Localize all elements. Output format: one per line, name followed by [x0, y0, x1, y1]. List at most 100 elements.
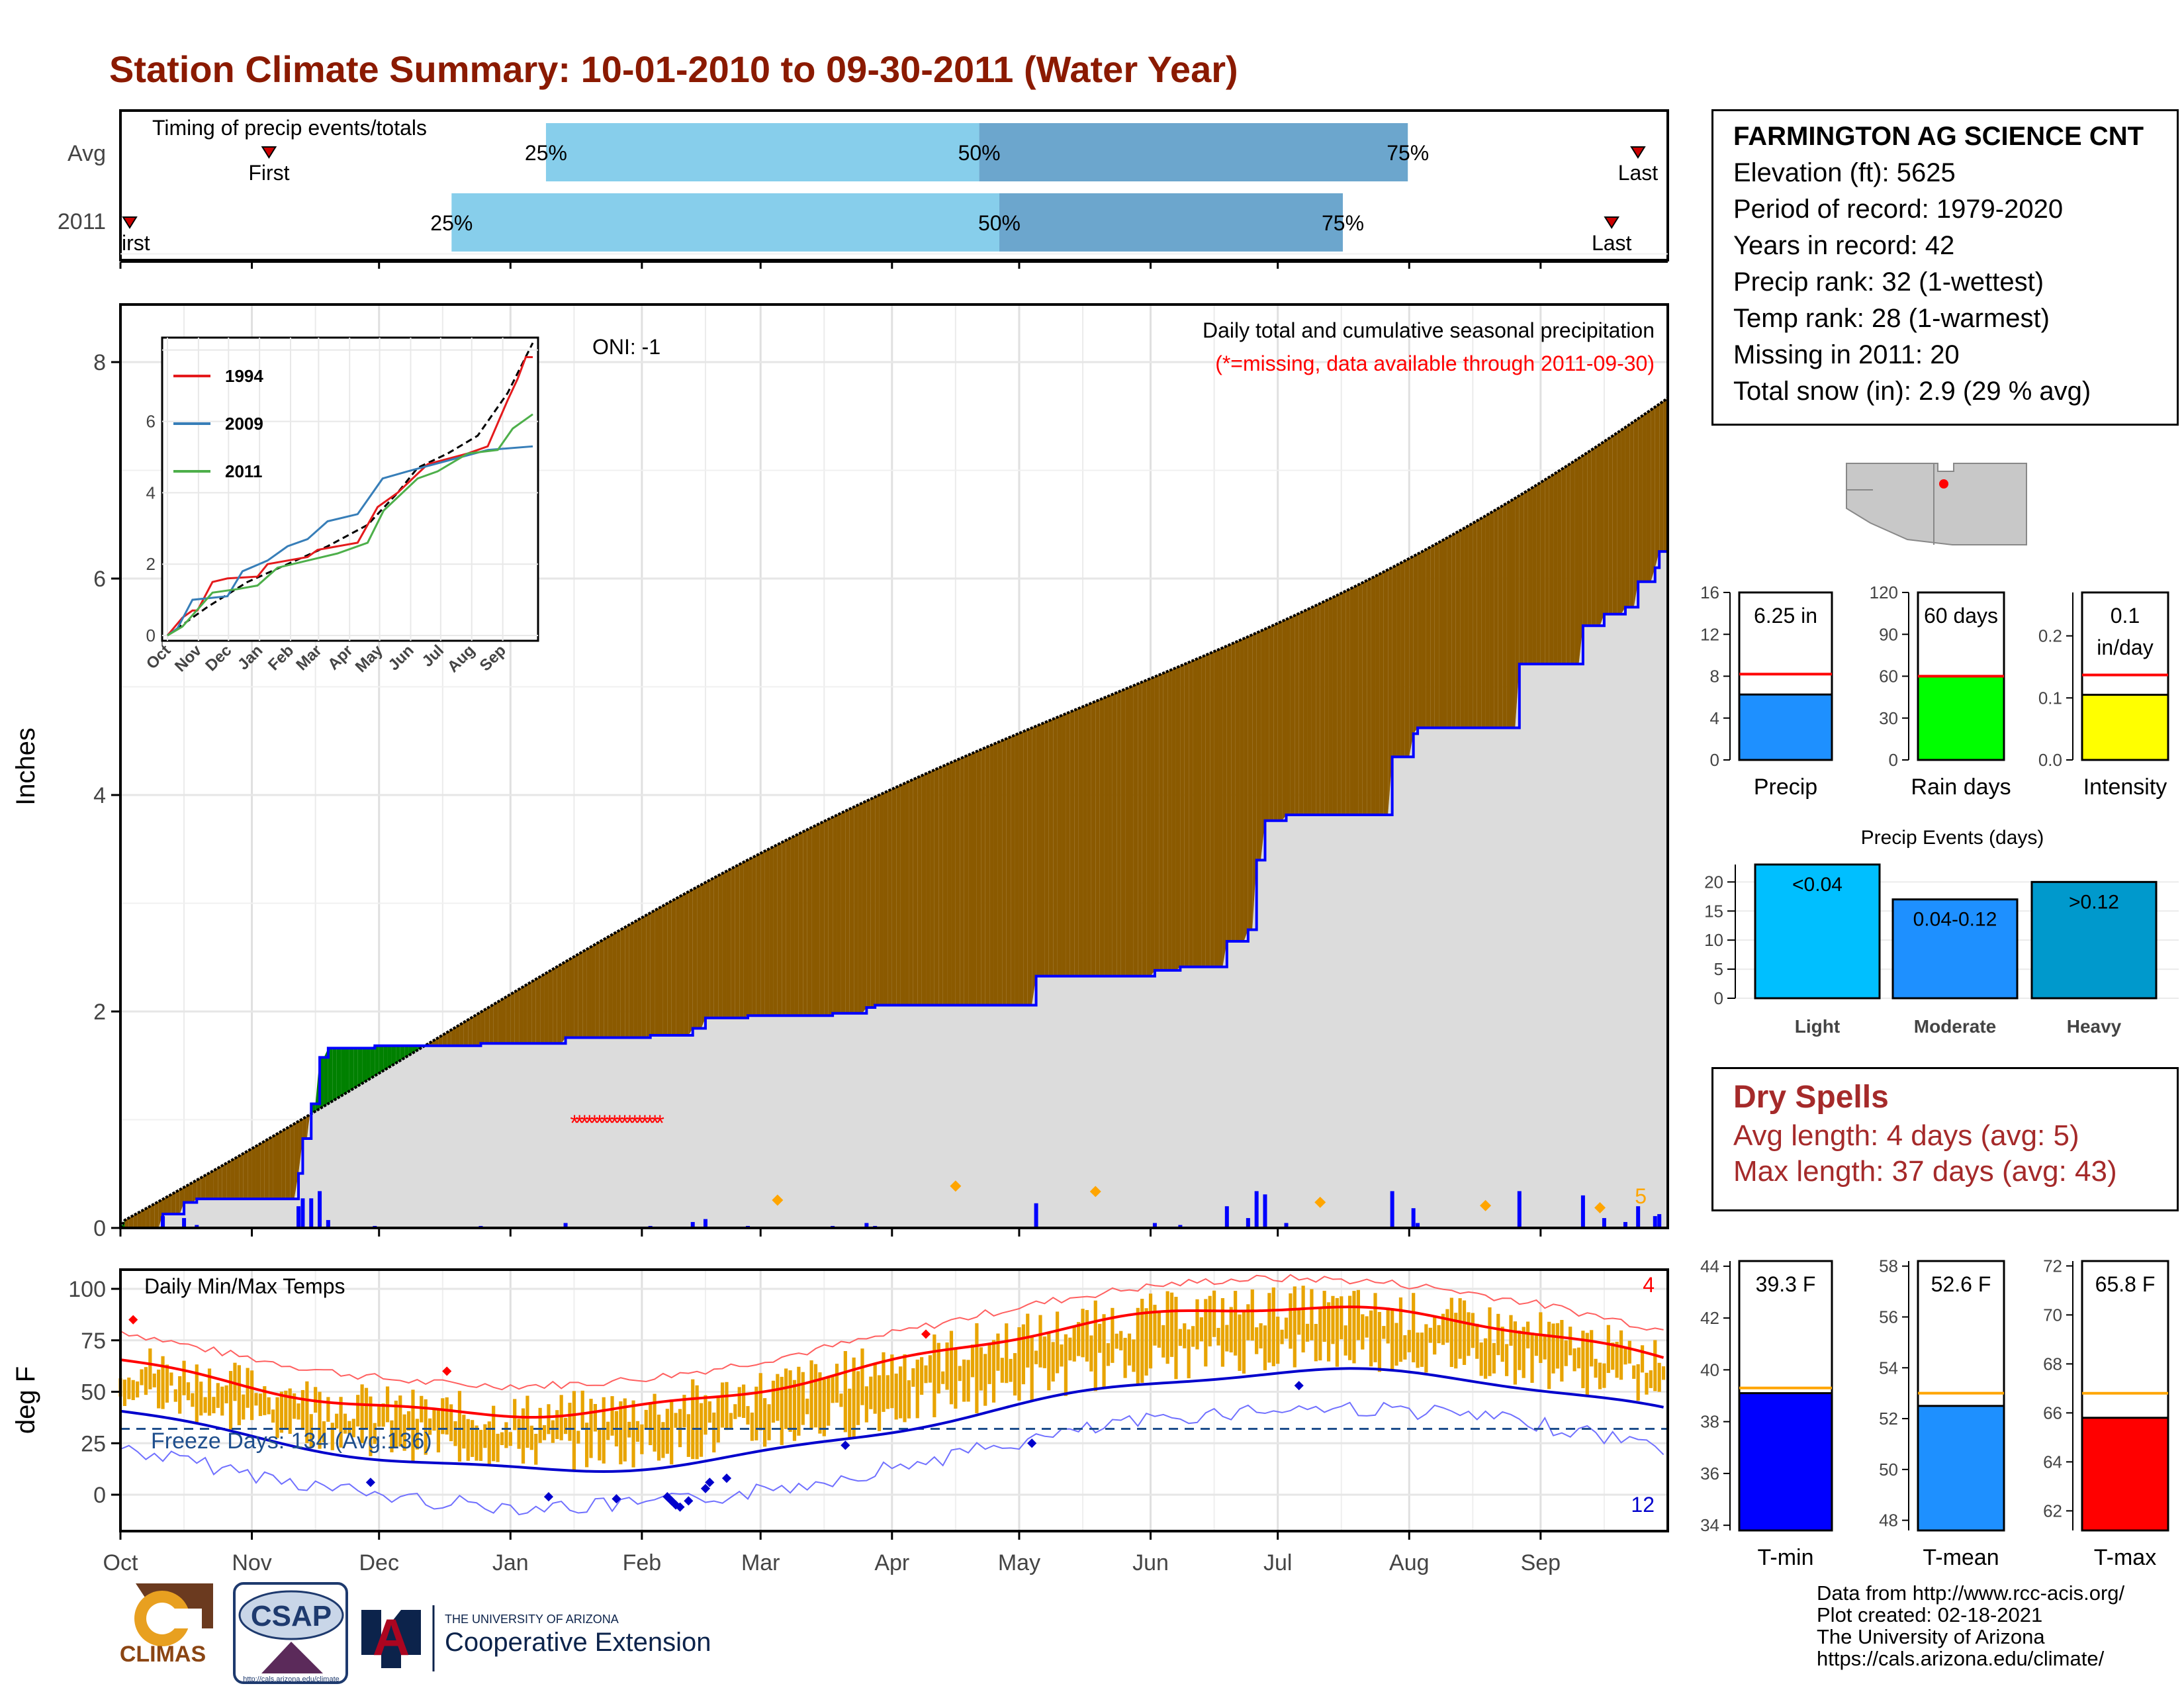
below-average-fill — [637, 917, 642, 1038]
below-average-fill — [1032, 726, 1036, 1006]
daily-temp-bar — [780, 1376, 784, 1445]
daily-temp-bar — [987, 1342, 991, 1384]
precip-ytick-label: 2 — [93, 1000, 106, 1025]
daily-temp-bar — [1034, 1350, 1038, 1364]
missing-data-marker: * — [635, 1111, 644, 1136]
below-average-fill — [1371, 576, 1376, 816]
below-average-fill — [604, 937, 608, 1038]
daily-temp-bar — [1534, 1334, 1539, 1356]
daily-temp-bar — [1183, 1323, 1187, 1348]
below-average-fill — [1328, 597, 1333, 816]
below-average-fill — [150, 1203, 155, 1228]
daily-temp-bar — [279, 1391, 284, 1433]
above-average-fill — [370, 1045, 375, 1079]
below-average-fill — [578, 951, 583, 1038]
below-average-fill — [934, 768, 939, 1006]
below-average-fill — [1087, 703, 1091, 976]
below-average-fill — [1506, 500, 1511, 728]
credit-source: Data from http://www.rcc-acis.org/ — [1817, 1581, 2125, 1605]
below-average-fill — [489, 1004, 494, 1044]
daily-temp-bar — [852, 1357, 856, 1437]
below-average-fill — [1078, 706, 1083, 976]
below-average-fill — [798, 831, 803, 1016]
above-average-fill — [362, 1048, 367, 1084]
daily-temp-bar — [228, 1371, 233, 1430]
inset-ytick-label: 0 — [146, 626, 156, 645]
below-average-fill — [1248, 634, 1253, 930]
daily-temp-bar — [1026, 1313, 1030, 1368]
month-label: Jan — [492, 1550, 529, 1575]
daily-precip-bar — [1152, 1223, 1157, 1228]
below-average-fill — [1261, 629, 1265, 861]
below-average-fill — [697, 884, 702, 1029]
below-average-fill — [620, 927, 625, 1038]
daily-precip-bar — [690, 1222, 695, 1228]
daily-temp-bar — [1598, 1362, 1602, 1389]
above-average-fill — [391, 1045, 396, 1066]
below-average-fill — [866, 798, 871, 1008]
daily-temp-bar — [1310, 1289, 1314, 1340]
above-average-fill — [332, 1048, 337, 1102]
daily-temp-bar — [216, 1383, 220, 1408]
intensity-ytick-label: 0.1 — [2038, 688, 2062, 708]
below-average-fill — [1091, 701, 1096, 976]
below-average-fill — [1532, 485, 1537, 665]
ua-logo-letter: A — [373, 1608, 410, 1666]
below-average-fill — [752, 855, 756, 1016]
below-average-fill — [625, 925, 629, 1038]
below-average-fill — [764, 849, 770, 1016]
daily-temp-bar — [471, 1420, 475, 1457]
below-average-fill — [239, 1153, 244, 1199]
daily-temp-bar — [1234, 1291, 1238, 1356]
below-average-fill — [1345, 588, 1350, 816]
daily-temp-bar — [657, 1415, 661, 1461]
daily-temp-bar — [920, 1357, 924, 1395]
below-average-fill — [1600, 441, 1604, 626]
daily-temp-bar — [903, 1354, 907, 1423]
daily-temp-bar — [1632, 1365, 1636, 1379]
below-average-fill — [430, 1040, 435, 1046]
below-average-fill — [1426, 547, 1431, 728]
daily-temp-bar — [542, 1425, 547, 1440]
temp-count-bottom: 12 — [1631, 1493, 1655, 1517]
below-average-fill — [1574, 458, 1579, 665]
above-average-fill — [387, 1045, 392, 1068]
daily-temp-bar — [1555, 1323, 1560, 1369]
below-average-fill — [662, 903, 668, 1036]
below-average-fill — [828, 817, 833, 1016]
average-max-temp-line — [120, 1305, 1664, 1419]
tmax-ytick-label: 62 — [2043, 1501, 2062, 1521]
daily-temp-bar — [1335, 1297, 1339, 1367]
timing-pct-label: 75% — [1322, 211, 1364, 235]
daily-temp-bar — [237, 1365, 241, 1426]
dry-spells-title: Dry Spells — [1733, 1080, 1889, 1115]
daily-temp-bar — [831, 1376, 835, 1403]
below-average-fill — [498, 999, 502, 1044]
daily-temp-bar — [670, 1399, 674, 1465]
events-bar-label: 0.04-0.12 — [1913, 909, 1997, 931]
daily-temp-bar — [1522, 1327, 1525, 1378]
daily-temp-bar — [1263, 1325, 1267, 1370]
daily-temp-bar — [1331, 1295, 1335, 1344]
snow-marker — [772, 1194, 784, 1206]
below-average-fill — [1642, 412, 1647, 582]
below-average-fill — [574, 954, 578, 1038]
below-average-fill — [230, 1158, 235, 1199]
month-label: Feb — [623, 1550, 662, 1575]
rain-days-bar — [1917, 675, 2005, 761]
tmin-ytick-label: 44 — [1700, 1256, 1719, 1276]
events-bar-label: <0.04 — [1792, 874, 1843, 896]
above-average-fill — [404, 1045, 409, 1058]
below-average-fill — [1582, 452, 1588, 626]
below-average-fill — [1324, 599, 1329, 816]
daily-temp-bar — [644, 1409, 648, 1430]
below-average-fill — [447, 1029, 451, 1046]
daily-temp-bar — [449, 1404, 453, 1442]
dry-spells-max: Max length: 37 days (avg: 43) — [1733, 1155, 2117, 1188]
below-average-fill — [862, 800, 867, 1013]
below-average-fill — [298, 1119, 303, 1174]
below-average-fill — [760, 851, 765, 1016]
below-average-fill — [277, 1131, 282, 1199]
daily-temp-bar — [1042, 1336, 1046, 1368]
tmin-title: T-min — [1758, 1545, 1814, 1570]
